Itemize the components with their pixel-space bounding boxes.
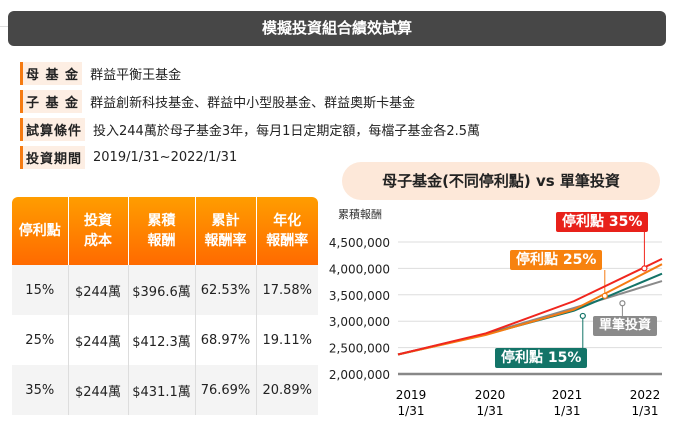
y-tick-label: 4,000,000 bbox=[329, 262, 390, 276]
y-tick-label: 2,000,000 bbox=[329, 368, 390, 382]
divider bbox=[0, 26, 8, 27]
table-row: 15% $244萬 $396.6萬 62.53% 17.58% bbox=[12, 265, 318, 315]
info-label: 子 基 金 bbox=[20, 90, 83, 113]
y-tick-label: 2,500,000 bbox=[329, 342, 390, 356]
col-header: 累計 報酬率 bbox=[194, 197, 256, 265]
cell: $412.3萬 bbox=[127, 315, 195, 365]
y-tick-label: 3,500,000 bbox=[329, 289, 390, 303]
cell: 76.69% bbox=[194, 365, 256, 415]
cell: 20.89% bbox=[255, 365, 318, 415]
cell: 68.97% bbox=[194, 315, 256, 365]
page-title: 模擬投資組合績效試算 bbox=[8, 11, 666, 46]
callout-15: 停利點 15% bbox=[495, 348, 588, 368]
col-header: 投資 成本 bbox=[67, 197, 128, 265]
data-point-marker bbox=[579, 312, 586, 320]
cell: 19.11% bbox=[255, 315, 318, 365]
info-value: 群益創新科技基金、群益中小型股基金、群益奧斯卡基金 bbox=[90, 96, 416, 111]
x-tick-label: 1/31 bbox=[554, 404, 581, 418]
series-line bbox=[397, 257, 663, 356]
info-label: 投資期間 bbox=[20, 146, 86, 169]
cell: 62.53% bbox=[194, 265, 256, 315]
cell: 17.58% bbox=[255, 265, 318, 315]
col-header: 停利點 bbox=[12, 197, 68, 265]
x-tick-label: 2020 bbox=[475, 388, 506, 402]
col-header: 累積 報酬 bbox=[127, 197, 195, 265]
info-value: 2019/1/31~2022/1/31 bbox=[93, 150, 238, 165]
col-header: 年化 報酬率 bbox=[255, 197, 318, 265]
results-table: 停利點 投資 成本 累積 報酬 累計 報酬率 年化 報酬率 15% $244萬 $396.6… bbox=[12, 197, 318, 415]
info-label: 母 基 金 bbox=[20, 62, 83, 85]
x-tick-label: 2022 bbox=[630, 388, 661, 402]
info-row-period: 投資期間 2019/1/31~2022/1/31 bbox=[20, 146, 237, 169]
cell: $244萬 bbox=[67, 265, 128, 315]
y-axis-label: 累積報酬 bbox=[338, 207, 382, 221]
data-point-marker bbox=[619, 300, 626, 307]
info-value: 投入244萬於母子基金3年，每月1日定期定額，每檔子基金各2.5萬 bbox=[93, 124, 481, 139]
x-tick-label: 1/31 bbox=[477, 404, 504, 418]
info-row-conditions: 試算條件 投入244萬於母子基金3年，每月1日定期定額，每檔子基金各2.5萬 bbox=[20, 118, 480, 141]
cell: 15% bbox=[12, 265, 68, 315]
callout-25: 停利點 25% bbox=[510, 250, 603, 270]
cell: $244萬 bbox=[67, 315, 128, 365]
info-row-child-funds: 子 基 金群益創新科技基金、群益中小型股基金、群益奧斯卡基金 bbox=[20, 90, 415, 113]
data-point-marker bbox=[601, 292, 608, 299]
cell: $431.1萬 bbox=[127, 365, 195, 415]
info-label: 試算條件 bbox=[20, 118, 86, 141]
table-row: 25% $244萬 $412.3萬 68.97% 19.11% bbox=[12, 315, 318, 365]
cell: 25% bbox=[25, 332, 55, 348]
cell: $244萬 bbox=[67, 365, 128, 415]
x-tick-label: 1/31 bbox=[398, 404, 425, 418]
callout-35: 停利點 35% bbox=[556, 212, 649, 232]
chart-title: 母子基金(不同停利點) vs 單筆投資 bbox=[342, 162, 660, 200]
table-row: 35% $244萬 $431.1萬 76.69% 20.89% bbox=[12, 365, 318, 415]
info-value: 群益平衡王基金 bbox=[90, 68, 182, 83]
data-point-marker bbox=[641, 265, 648, 272]
cell: 35% bbox=[12, 365, 68, 415]
x-tick-label: 2021 bbox=[552, 388, 583, 402]
y-tick-label: 4,500,000 bbox=[329, 236, 390, 250]
y-tick-label: 3,000,000 bbox=[329, 315, 390, 329]
info-row-parent-fund: 母 基 金群益平衡王基金 bbox=[20, 62, 181, 85]
x-tick-label: 2019 bbox=[396, 388, 427, 402]
callout-lump-sum: 單筆投資 bbox=[593, 316, 658, 336]
x-tick-label: 1/31 bbox=[632, 404, 659, 418]
cell: $396.6萬 bbox=[127, 265, 195, 315]
